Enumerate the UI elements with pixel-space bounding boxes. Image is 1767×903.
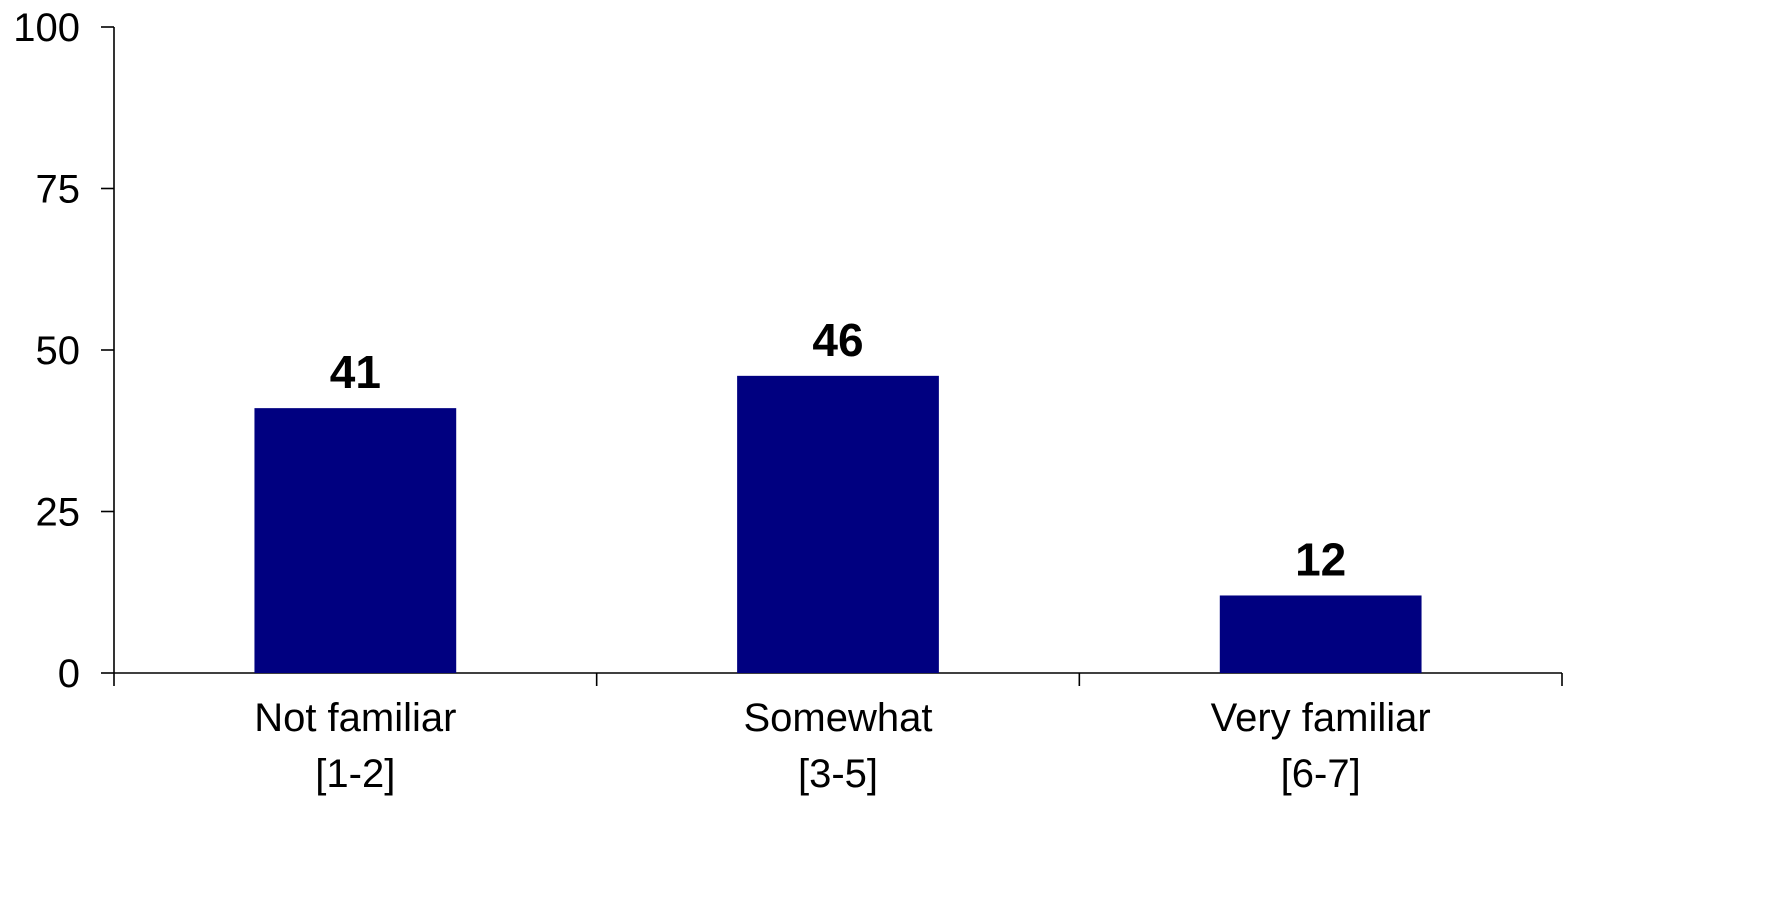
x-tick-label: Somewhat [3-5]	[744, 696, 933, 796]
y-axis: 0 25 50 75 100	[13, 6, 115, 696]
bar	[737, 375, 939, 673]
y-tick-label: 75	[36, 168, 81, 212]
x-tick-label: Not familiar [1-2]	[254, 696, 456, 796]
x-axis: Not familiar [1-2] Somewhat [3-5] Very famil…	[113, 672, 1563, 796]
bar	[1219, 595, 1422, 673]
y-tick-label: 100	[13, 6, 80, 50]
y-tick-label: 0	[58, 652, 80, 696]
x-tick-label-line: [1-2]	[315, 752, 395, 796]
x-tick-label-line: [3-5]	[798, 752, 878, 796]
data-label: 46	[812, 314, 863, 366]
y-tick-label: 50	[36, 329, 81, 373]
bars	[254, 375, 1422, 673]
x-tick-label-line: Somewhat	[744, 696, 933, 740]
x-tick-label-line: [6-7]	[1281, 752, 1361, 796]
x-tick-label: Very familiar [6-7]	[1211, 696, 1431, 796]
data-labels: 41 46 12	[330, 314, 1347, 586]
y-tick-label: 25	[36, 491, 81, 535]
x-tick-label-line: Very familiar	[1211, 696, 1431, 740]
bar	[254, 408, 457, 673]
data-label: 12	[1295, 533, 1346, 585]
x-tick-label-line: Not familiar	[254, 696, 456, 740]
data-label: 41	[330, 346, 381, 398]
